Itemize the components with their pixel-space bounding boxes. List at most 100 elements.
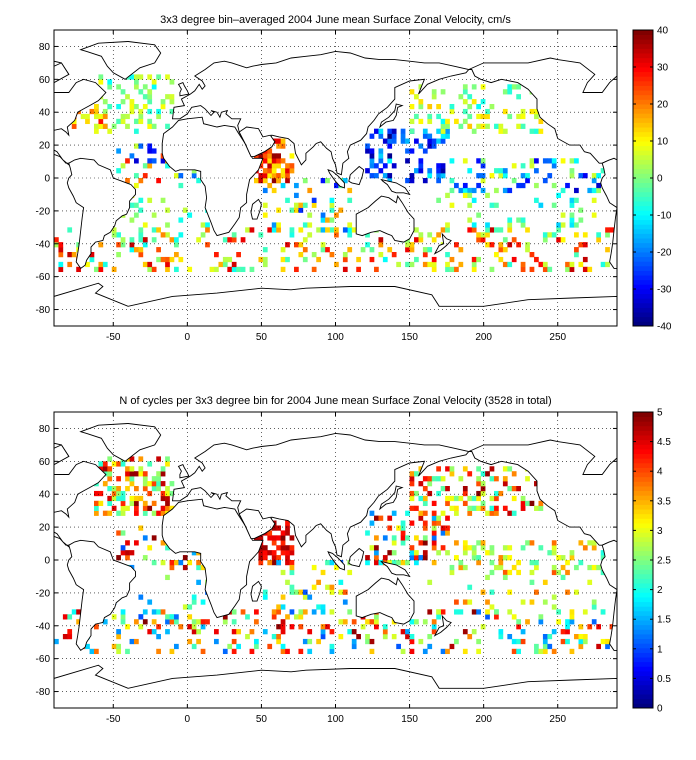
data-bin <box>409 178 415 184</box>
data-bin <box>471 495 477 502</box>
data-bin <box>591 173 597 179</box>
data-bin <box>498 560 504 566</box>
data-bin <box>520 182 526 189</box>
data-bin <box>347 569 353 576</box>
data-bin <box>516 486 521 492</box>
data-bin <box>534 643 539 650</box>
data-bin <box>445 500 450 507</box>
data-bin <box>485 227 490 233</box>
data-bin <box>374 173 379 179</box>
data-bin <box>458 247 464 253</box>
data-bin <box>391 163 397 169</box>
data-bin <box>520 500 526 507</box>
data-bin <box>276 535 281 541</box>
coastline-north-america <box>54 60 107 166</box>
data-bin <box>107 466 113 472</box>
data-bin <box>240 266 246 273</box>
data-bin <box>498 555 504 561</box>
data-bin <box>98 123 104 129</box>
data-bin <box>511 256 517 263</box>
data-bin <box>102 461 108 467</box>
colorbar-step <box>633 698 653 704</box>
data-bin <box>494 490 499 497</box>
data-bin <box>134 202 139 208</box>
data-bin <box>462 629 468 635</box>
data-bin <box>187 614 193 620</box>
colorbar-step <box>633 141 653 147</box>
data-bin <box>187 638 193 645</box>
data-bin <box>547 550 553 556</box>
data-bin <box>494 227 499 233</box>
data-bin <box>480 187 486 194</box>
data-bin <box>285 242 290 248</box>
colorbar-tick-label: 3 <box>657 526 663 537</box>
data-bin <box>525 540 530 546</box>
colorbar-step <box>633 252 653 258</box>
data-bin <box>427 476 433 482</box>
data-bin <box>138 74 144 80</box>
data-bin <box>120 614 126 620</box>
data-bin <box>231 266 237 273</box>
colorbar-step <box>633 99 653 105</box>
data-bin <box>142 163 148 169</box>
data-bin <box>134 495 139 502</box>
y-tick-label: -80 <box>36 687 51 698</box>
colorbar-step <box>633 113 653 119</box>
data-bin <box>54 242 59 248</box>
data-bin <box>574 187 579 194</box>
data-bin <box>471 545 477 551</box>
data-bin <box>156 456 161 462</box>
colorbar-step <box>633 210 653 216</box>
data-bin <box>134 638 139 645</box>
x-tick-label: 100 <box>327 332 344 343</box>
data-bin <box>196 178 201 184</box>
data-bin <box>338 579 344 585</box>
data-bin <box>578 207 584 213</box>
colorbar-step <box>633 550 653 556</box>
colorbar-step <box>633 201 653 207</box>
data-bin <box>329 648 335 655</box>
data-bin <box>525 242 530 248</box>
data-bin <box>462 540 468 546</box>
data-bin <box>498 247 504 253</box>
data-bin <box>231 232 237 238</box>
data-bin <box>534 182 539 189</box>
data-bin <box>120 500 126 507</box>
data-bin <box>62 614 68 620</box>
data-bin <box>476 638 481 645</box>
data-bin <box>151 535 157 541</box>
colorbar-step <box>633 449 653 455</box>
data-bin <box>409 89 415 95</box>
data-bin <box>387 173 393 179</box>
data-bin <box>391 540 397 546</box>
data-bin <box>316 638 321 645</box>
data-bin <box>94 510 99 516</box>
data-bin <box>129 476 135 482</box>
data-bin <box>94 490 99 497</box>
data-bin <box>80 113 86 120</box>
data-bin <box>325 560 330 566</box>
colorbar-step <box>633 564 653 570</box>
data-bin <box>582 173 588 179</box>
data-bin <box>445 648 450 655</box>
data-bin <box>414 555 419 561</box>
data-bin <box>125 123 130 129</box>
coastline-south-america-east <box>600 539 617 651</box>
data-bin <box>142 505 148 511</box>
data-bin <box>440 173 446 179</box>
coastline-south-america-east <box>600 157 617 269</box>
data-bin <box>480 237 486 243</box>
data-bin <box>342 266 348 273</box>
data-bin <box>138 594 144 600</box>
data-bin <box>591 187 597 194</box>
x-tick-label: 200 <box>475 714 492 725</box>
data-bin <box>85 643 90 650</box>
data-bin <box>445 192 450 199</box>
data-bin <box>551 604 557 610</box>
data-bin <box>431 237 437 243</box>
data-bin <box>565 182 570 189</box>
data-bin <box>502 187 508 194</box>
data-bin <box>298 207 304 213</box>
colorbar-tick-label: 20 <box>657 100 669 111</box>
data-bin <box>320 609 326 615</box>
